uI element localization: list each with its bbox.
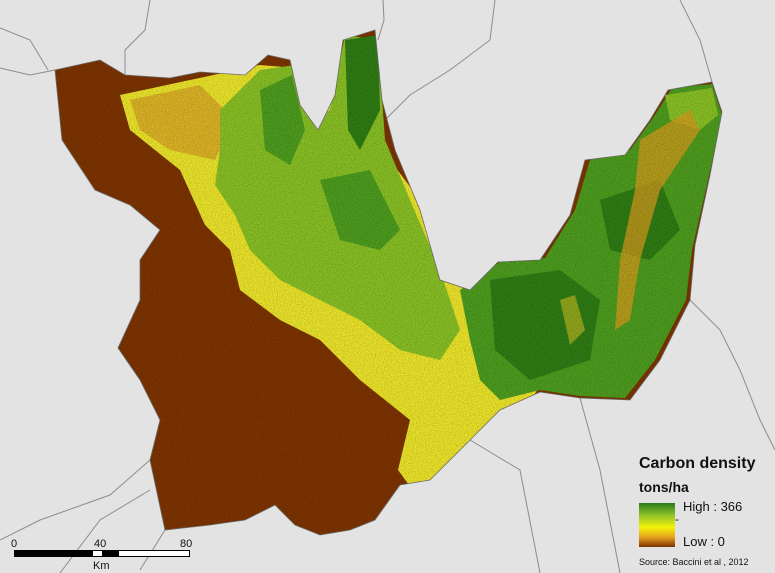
- scale-tick-80: 80: [180, 538, 193, 550]
- legend-low-label: Low : 0: [683, 534, 725, 549]
- legend-units: tons/ha: [639, 479, 689, 495]
- legend-color-ramp: [639, 503, 675, 547]
- scale-segment-2: [102, 551, 120, 556]
- source-credit: Source: Baccini et al , 2012: [639, 557, 749, 567]
- scale-tick-40: 40: [94, 538, 107, 550]
- legend-title: Carbon density: [639, 455, 756, 472]
- scale-bar: [14, 550, 190, 557]
- scale-segment-1: [15, 551, 94, 556]
- legend-mid-label: -: [675, 512, 679, 526]
- scale-unit: Km: [93, 560, 110, 572]
- legend-high-label: High : 366: [683, 499, 743, 514]
- region-outline: [54, 29, 723, 536]
- scale-tick-0: 0: [11, 538, 18, 550]
